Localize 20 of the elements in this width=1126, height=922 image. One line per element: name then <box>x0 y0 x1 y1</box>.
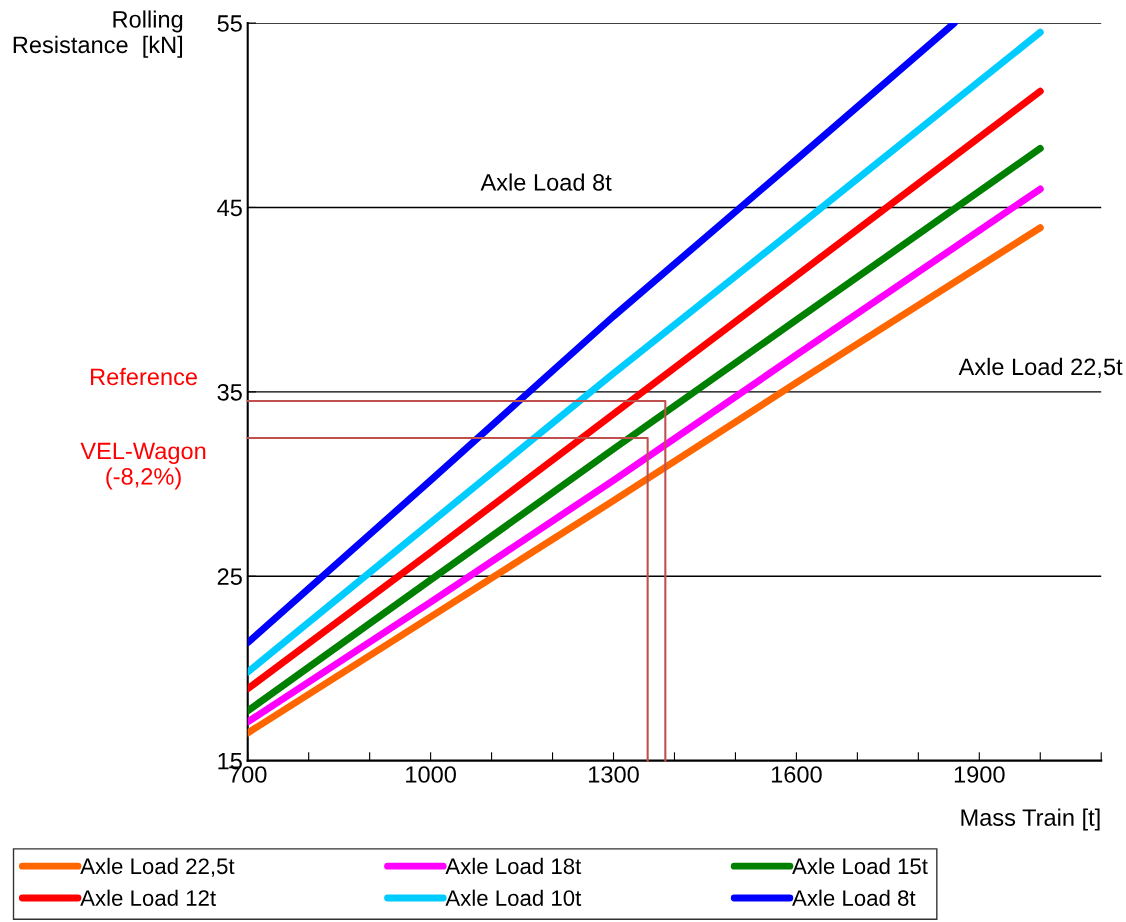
y-tick-label: 45 <box>217 199 242 217</box>
x-tick-label: 1900 <box>954 766 1005 783</box>
y-axis-title: Rolling Resistance [kN] <box>13 10 183 58</box>
annotation: VEL-Wagon (-8,2%) <box>80 442 206 490</box>
y-tick-label: 35 <box>217 383 242 401</box>
annotation: Axle Load 8t <box>480 173 612 191</box>
legend-label: Axle Load 10t <box>445 889 582 906</box>
legend-label: Axle Load 18t <box>445 857 582 875</box>
legend-label: Axle Load 8t <box>792 889 916 906</box>
legend-label: Axle Load 12t <box>80 889 216 906</box>
x-tick-label: 1600 <box>771 766 822 783</box>
legend-label: Axle Load 22,5t <box>80 857 235 877</box>
x-tick-label: 1000 <box>406 766 456 783</box>
x-axis-title: Mass Train [t] <box>961 808 1100 831</box>
annotation: Axle Load 22,5t <box>958 357 1123 378</box>
y-tick-label: 55 <box>217 15 242 32</box>
legend-label: Axle Load 15t <box>792 857 928 875</box>
y-tick-label: 25 <box>217 568 242 586</box>
x-tick-label: 1300 <box>589 766 639 783</box>
annotation: Reference <box>91 367 197 386</box>
